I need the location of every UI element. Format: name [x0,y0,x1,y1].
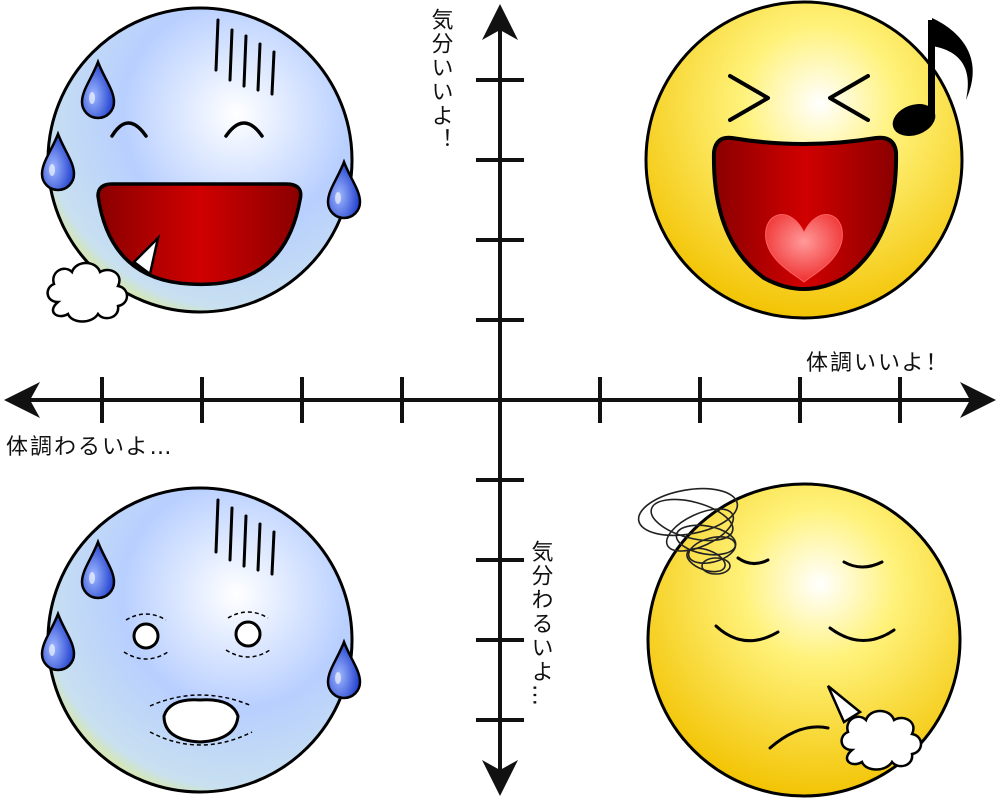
happy-eye-right [224,121,264,138]
frown-mouth [768,725,830,750]
laughing-sweating-face [40,6,362,323]
squint-eye-right [828,74,870,122]
x-positive-label: 体調いいよ！ [806,351,950,376]
x-arrow-left [4,382,40,418]
stress-lines [214,498,276,576]
shocked-eye-left [123,613,169,660]
puff-tail [132,234,161,277]
music-note-icon [892,18,973,136]
stress-lines [214,18,276,96]
dizzy-sighing-face [637,482,962,798]
singing-mouth [711,135,899,291]
closed-eye-left [714,624,780,643]
shocked-mouth [149,694,253,746]
breath-puff-icon [46,261,129,323]
happy-eye-left [110,121,148,138]
x-ticks [100,377,902,423]
heart-tongue [765,214,843,283]
eyebrow-left [736,556,770,565]
singing-happy-face [644,0,973,320]
eyebrow-right [842,560,884,569]
dizzy-scribble-icon [637,487,739,575]
y-negative-label: 気分わるいよ… [528,540,554,708]
x-arrow-right [960,382,996,418]
x-negative-label: 体調わるいよ… [6,435,174,460]
axes [4,4,996,796]
breath-puff-icon [840,709,923,771]
shocked-eye-right [225,611,271,658]
squint-eye-left [728,74,770,122]
y-arrow-down [482,760,518,796]
y-arrow-up [482,4,518,40]
y-ticks [476,78,524,722]
closed-eye-right [828,626,896,642]
shocked-sweating-face [40,486,362,794]
puff-tail [826,685,863,724]
y-positive-label: 気分いいよ！ [428,8,454,152]
